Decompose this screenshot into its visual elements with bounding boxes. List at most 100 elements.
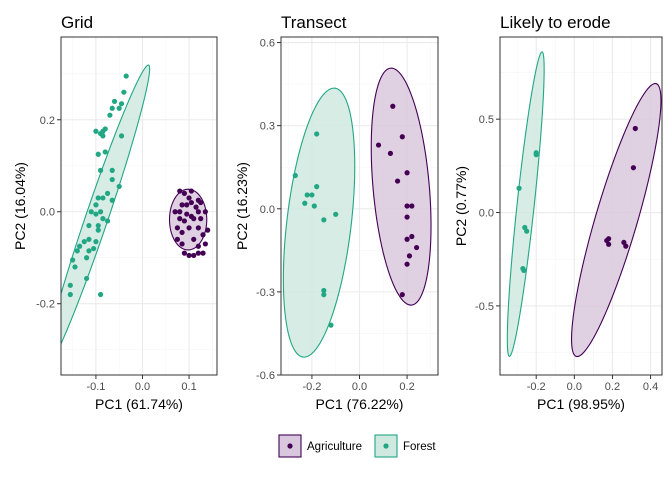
point-forest: [72, 264, 78, 270]
y-axis-label: PC2 (16.04%): [12, 162, 28, 250]
point-forest: [118, 133, 125, 139]
point-forest: [95, 195, 101, 201]
point-forest: [93, 211, 99, 217]
point-agriculture: [188, 188, 194, 194]
legend-item-forest: Forest: [374, 434, 436, 458]
point-agriculture: [179, 241, 185, 247]
point-forest: [93, 202, 99, 208]
y-axis-label: PC2 (16.23%): [234, 162, 250, 250]
y-tick-label: 0.3: [260, 121, 275, 133]
ellipse-forest: [282, 87, 356, 358]
point-forest: [516, 185, 522, 191]
y-tick-label: -0.2: [36, 299, 55, 311]
point-forest: [86, 236, 92, 242]
point-forest: [123, 73, 129, 79]
x-axis-label: PC1 (61.74%): [95, 396, 183, 412]
ellipse-agriculture: [570, 82, 662, 358]
point-agriculture: [630, 165, 637, 171]
point-agriculture: [186, 225, 192, 231]
ellipse-forest: [61, 64, 151, 346]
point-agriculture: [404, 261, 410, 267]
point-agriculture: [174, 225, 181, 231]
point-agriculture: [195, 243, 201, 249]
point-agriculture: [174, 236, 181, 242]
y-tick-label: -0.6: [256, 370, 275, 382]
point-forest: [97, 167, 104, 173]
point-forest: [84, 255, 90, 261]
point-forest: [314, 131, 320, 137]
plot-area: [61, 64, 211, 346]
point-agriculture: [179, 229, 185, 236]
legend-label: Forest: [403, 441, 436, 453]
point-forest: [102, 149, 108, 155]
point-agriculture: [198, 199, 204, 206]
point-forest: [304, 192, 310, 198]
point-forest: [100, 216, 106, 222]
x-axis-label: PC1 (98.95%): [537, 396, 625, 412]
point-agriculture: [184, 211, 190, 217]
point-agriculture: [409, 203, 415, 209]
y-axis-label: PC2 (0.77%): [453, 166, 469, 246]
point-agriculture: [188, 199, 194, 206]
panel-border: [60, 36, 218, 376]
point-forest: [93, 239, 99, 245]
point-forest: [88, 209, 94, 215]
panel-title: Grid: [61, 13, 93, 32]
legend: Agriculture Forest: [278, 434, 436, 458]
point-agriculture: [195, 225, 201, 231]
panel-2: -0.2 0.0 0.2 -0.6 -0.3 0.0 0.3 0.6 Transect PC1 (…: [234, 13, 439, 412]
point-agriculture: [404, 236, 410, 242]
point-agriculture: [181, 250, 187, 256]
point-forest: [97, 291, 104, 298]
point-forest: [104, 190, 111, 196]
point-agriculture: [177, 216, 183, 222]
point-forest: [93, 128, 99, 134]
point-forest: [74, 248, 80, 254]
point-forest: [309, 192, 315, 198]
point-agriculture: [205, 227, 211, 233]
point-agriculture: [606, 241, 612, 247]
point-forest: [321, 217, 327, 223]
point-forest: [104, 218, 111, 224]
point-forest: [521, 267, 527, 274]
legend-item-agriculture: Agriculture: [278, 434, 362, 458]
legend-key-point: [383, 443, 389, 449]
plot-area: [282, 67, 432, 358]
point-agriculture: [399, 292, 405, 298]
point-forest: [328, 322, 334, 328]
point-agriculture: [202, 241, 208, 247]
x-tick-label: -0.2: [527, 381, 546, 393]
x-tick-label: -0.2: [302, 381, 321, 393]
point-agriculture: [186, 252, 192, 259]
point-forest: [95, 222, 101, 229]
point-forest: [100, 195, 106, 201]
point-forest: [100, 133, 106, 139]
point-forest: [95, 227, 101, 233]
point-forest: [292, 172, 298, 179]
point-forest: [118, 101, 125, 107]
point-agriculture: [191, 252, 197, 259]
x-tick-label: 0.1: [181, 381, 196, 393]
ellipse-agriculture: [168, 188, 208, 251]
point-agriculture: [198, 216, 204, 222]
point-agriculture: [193, 204, 199, 210]
point-agriculture: [186, 195, 192, 201]
x-tick-label: 0.0: [567, 381, 582, 393]
point-forest: [109, 176, 115, 183]
point-forest: [121, 89, 127, 95]
point-agriculture: [181, 190, 187, 196]
x-tick-label: 0.0: [135, 381, 150, 393]
point-forest: [86, 248, 92, 254]
y-tick-label: -0.3: [256, 287, 275, 299]
point-forest: [77, 243, 83, 249]
point-forest: [109, 105, 115, 111]
point-forest: [321, 292, 327, 298]
point-forest: [111, 98, 118, 104]
panel-border: [499, 36, 663, 376]
y-tick-label: 0.0: [260, 204, 275, 216]
point-agriculture: [195, 250, 201, 256]
point-forest: [333, 211, 339, 217]
y-tick-label: 0.0: [479, 208, 494, 220]
x-tick-label: 0.4: [643, 381, 658, 393]
